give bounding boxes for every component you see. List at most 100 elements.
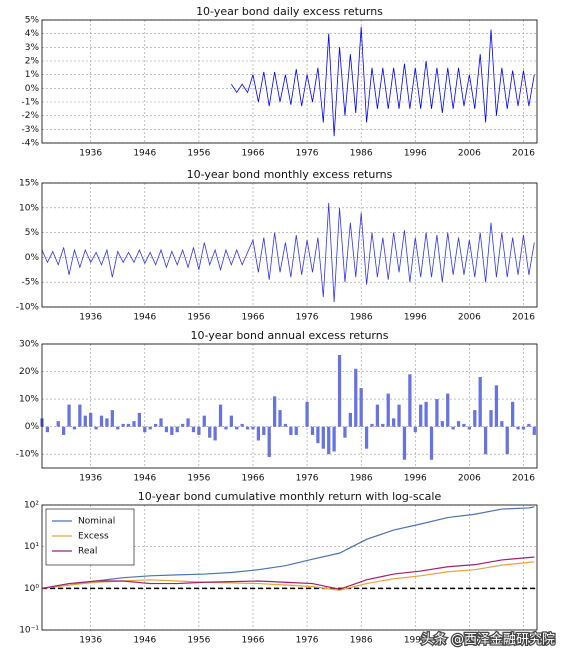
bar: [348, 412, 352, 427]
x-tick-label: 1996: [404, 636, 427, 646]
bar: [397, 404, 401, 427]
y-tick-label: 10¹: [24, 542, 39, 552]
x-tick-label: 2006: [458, 636, 481, 646]
x-tick-label: 1936: [79, 474, 102, 484]
bar: [56, 421, 60, 427]
bar: [364, 426, 369, 449]
data-line: [41, 506, 535, 589]
legend-label: Real: [78, 547, 97, 557]
bar: [245, 426, 250, 430]
bar: [153, 423, 158, 427]
bar: [451, 426, 455, 430]
y-tick-label: 5%: [25, 228, 40, 238]
bar: [186, 418, 190, 427]
bar: [310, 426, 315, 435]
y-tick-label: 15%: [19, 179, 39, 189]
x-tick-label: 1986: [350, 149, 373, 159]
y-tick-label: -1%: [21, 98, 39, 108]
bar: [229, 415, 233, 427]
bar: [392, 418, 396, 427]
y-tick-label: 4%: [25, 29, 40, 39]
bar: [456, 421, 461, 427]
x-tick-label: 1986: [350, 474, 373, 484]
bar: [240, 423, 244, 427]
chart-title: 10-year bond cumulative monthly return w…: [138, 490, 442, 503]
x-tick-label: 1946: [133, 149, 156, 159]
x-tick-label: 1996: [404, 474, 427, 484]
plot-frame: [41, 504, 538, 631]
bar: [327, 426, 331, 455]
bar: [191, 426, 196, 433]
legend: Nominal Excess Real: [45, 508, 135, 566]
x-tick-label: 1946: [133, 636, 156, 646]
bar: [278, 410, 282, 427]
bar: [164, 426, 169, 433]
y-tick-label: 0%: [25, 422, 40, 432]
y-tick-label: -5%: [21, 278, 39, 288]
bar: [489, 410, 493, 427]
bar: [159, 418, 163, 427]
legend-box: [45, 508, 135, 566]
bar: [402, 426, 407, 460]
bar: [132, 421, 136, 427]
bar: [462, 423, 466, 427]
x-tick-label: 1936: [79, 149, 102, 159]
bar: [516, 426, 520, 430]
bar: [337, 355, 342, 427]
data-line: [41, 561, 535, 591]
bar: [208, 426, 212, 438]
bar: [332, 426, 336, 452]
bar: [213, 426, 217, 441]
bar: [181, 423, 185, 427]
chart-title: 10-year bond monthly excess returns: [187, 168, 393, 181]
x-tick-label: 1946: [133, 313, 156, 323]
x-tick-label: 2016: [512, 313, 535, 323]
x-tick-label: 2006: [458, 474, 481, 484]
bar: [235, 426, 239, 430]
bar: [408, 374, 412, 427]
bar: [83, 415, 87, 427]
x-tick-label: 1956: [187, 636, 210, 646]
bar: [500, 421, 504, 427]
x-tick-label: 1936: [79, 313, 102, 323]
bar: [105, 418, 109, 427]
bar: [429, 426, 434, 460]
bar: [424, 401, 428, 427]
bar: [321, 426, 325, 449]
bar: [527, 423, 531, 427]
bar: [256, 426, 261, 441]
bar: [218, 404, 223, 427]
plot-frame: [41, 182, 538, 308]
bar: [413, 426, 417, 433]
y-tick-label: -10%: [16, 450, 40, 460]
y-tick-label: 10⁰: [24, 584, 39, 594]
y-tick-label: 10%: [19, 395, 39, 405]
bar: [78, 404, 82, 427]
bar: [170, 426, 174, 435]
bar: [294, 426, 298, 435]
data-line: [231, 26, 535, 137]
plot-frame: [41, 343, 538, 469]
bar: [202, 415, 206, 427]
y-tick-label: 0%: [25, 253, 40, 263]
bar: [381, 423, 385, 427]
bar: [505, 426, 509, 455]
x-tick-label: 1976: [296, 149, 319, 159]
watermark: 头条 @西泽金融研究院: [421, 632, 555, 648]
y-tick-label: -2%: [21, 111, 39, 121]
x-tick-label: 1956: [187, 313, 210, 323]
bar: [521, 426, 526, 430]
x-tick-label: 1956: [187, 149, 210, 159]
y-tick-label: 1%: [25, 70, 40, 80]
x-tick-label: 1946: [133, 474, 156, 484]
bar: [478, 377, 482, 427]
bar: [511, 401, 515, 427]
chart-title: 10-year bond daily excess returns: [196, 5, 383, 18]
bar: [143, 426, 147, 433]
bar: [262, 426, 266, 435]
bar: [289, 426, 293, 435]
bar: [473, 410, 477, 427]
x-tick-label: 1986: [350, 636, 373, 646]
bar: [137, 412, 141, 427]
